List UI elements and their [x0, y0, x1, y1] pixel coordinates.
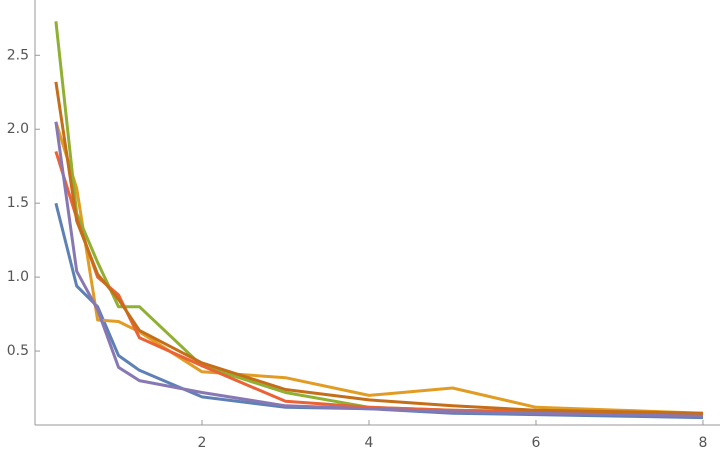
y-tick-label: 1.0: [7, 269, 29, 285]
series-line: [54, 21, 704, 417]
y-tick-label: 1.5: [7, 195, 29, 211]
series-line: [54, 202, 704, 420]
series-line: [54, 121, 704, 415]
x-tick-label: 2: [198, 435, 207, 451]
y-tick-label: 2.5: [7, 47, 29, 63]
x-tick-label: 4: [365, 435, 374, 451]
y-tick-label: 0.5: [7, 343, 29, 359]
y-tick-label: 2.0: [7, 121, 29, 137]
x-tick-label: 6: [532, 435, 541, 451]
series-line: [54, 81, 704, 415]
series-line: [54, 121, 704, 418]
x-tick-label: 8: [699, 435, 708, 451]
